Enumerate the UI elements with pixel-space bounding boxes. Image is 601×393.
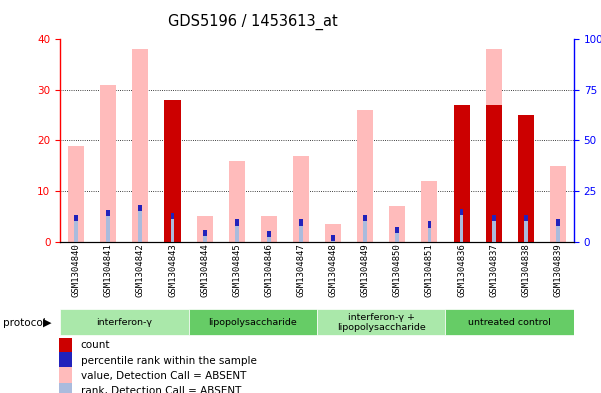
Bar [171,213,174,219]
Text: GSM1304845: GSM1304845 [232,244,241,298]
Bar [100,85,117,242]
Bar [229,161,245,242]
Text: GSM1304841: GSM1304841 [104,244,113,298]
Bar [165,171,180,242]
Bar [445,309,574,336]
Bar [460,209,463,215]
Text: interferon-γ: interferon-γ [96,318,152,327]
Bar [106,210,110,242]
Bar [299,219,303,242]
Bar [203,230,207,236]
Bar [486,105,502,242]
Bar [106,210,110,217]
Bar [59,352,72,368]
Bar [363,215,367,242]
Bar [197,217,213,242]
Bar [267,231,271,237]
Bar [454,105,469,242]
Bar [203,230,207,242]
Text: value, Detection Call = ABSENT: value, Detection Call = ABSENT [81,371,246,381]
Bar [395,226,399,242]
Bar [132,50,148,242]
Bar [261,217,277,242]
Bar [59,367,72,384]
Text: GDS5196 / 1453613_at: GDS5196 / 1453613_at [168,14,337,30]
Bar [75,215,78,221]
Bar [550,166,566,242]
Bar [556,219,560,242]
Bar [421,181,438,242]
Bar [75,215,78,242]
Bar [492,215,496,221]
Bar [331,235,335,242]
Text: ▶: ▶ [43,318,51,328]
Text: percentile rank within the sample: percentile rank within the sample [81,356,257,365]
Text: untreated control: untreated control [468,318,551,327]
Text: GSM1304851: GSM1304851 [425,244,434,298]
Bar [357,110,373,242]
Bar [427,221,432,242]
Text: GSM1304848: GSM1304848 [329,244,338,298]
Bar [299,219,303,226]
Bar [460,209,463,242]
Text: GSM1304837: GSM1304837 [489,244,498,298]
Bar [492,215,496,242]
Bar [60,309,189,336]
Text: lipopolysaccharide: lipopolysaccharide [209,318,297,327]
Bar [171,213,174,242]
Bar [267,231,271,242]
Bar [395,226,399,233]
Bar [59,336,72,353]
Text: GSM1304849: GSM1304849 [361,244,370,298]
Bar [389,206,405,242]
Text: interferon-γ +
lipopolysaccharide: interferon-γ + lipopolysaccharide [337,312,426,332]
Bar [556,219,560,226]
Bar [517,115,534,242]
Text: GSM1304840: GSM1304840 [72,244,81,298]
Bar [317,309,445,336]
Bar [138,205,142,211]
Text: GSM1304836: GSM1304836 [457,244,466,298]
Bar [138,205,142,242]
Bar [454,105,469,242]
Text: GSM1304842: GSM1304842 [136,244,145,298]
Bar [325,224,341,242]
Bar [293,156,309,242]
Bar [427,221,432,228]
Bar [331,235,335,241]
Bar [517,176,534,242]
Text: GSM1304847: GSM1304847 [296,244,305,298]
Text: rank, Detection Call = ABSENT: rank, Detection Call = ABSENT [81,386,241,393]
Bar [486,50,502,242]
Bar [235,219,239,242]
Bar [524,215,528,242]
Text: GSM1304844: GSM1304844 [200,244,209,298]
Text: count: count [81,340,110,350]
Bar [189,309,317,336]
Bar [59,382,72,393]
Bar [524,215,528,221]
Bar [165,100,180,242]
Text: GSM1304846: GSM1304846 [264,244,273,298]
Bar [363,215,367,221]
Text: GSM1304843: GSM1304843 [168,244,177,298]
Text: GSM1304839: GSM1304839 [554,244,563,298]
Text: GSM1304850: GSM1304850 [393,244,402,298]
Bar [235,219,239,226]
Text: GSM1304838: GSM1304838 [521,244,530,298]
Bar [68,145,84,242]
Text: protocol: protocol [3,318,46,328]
